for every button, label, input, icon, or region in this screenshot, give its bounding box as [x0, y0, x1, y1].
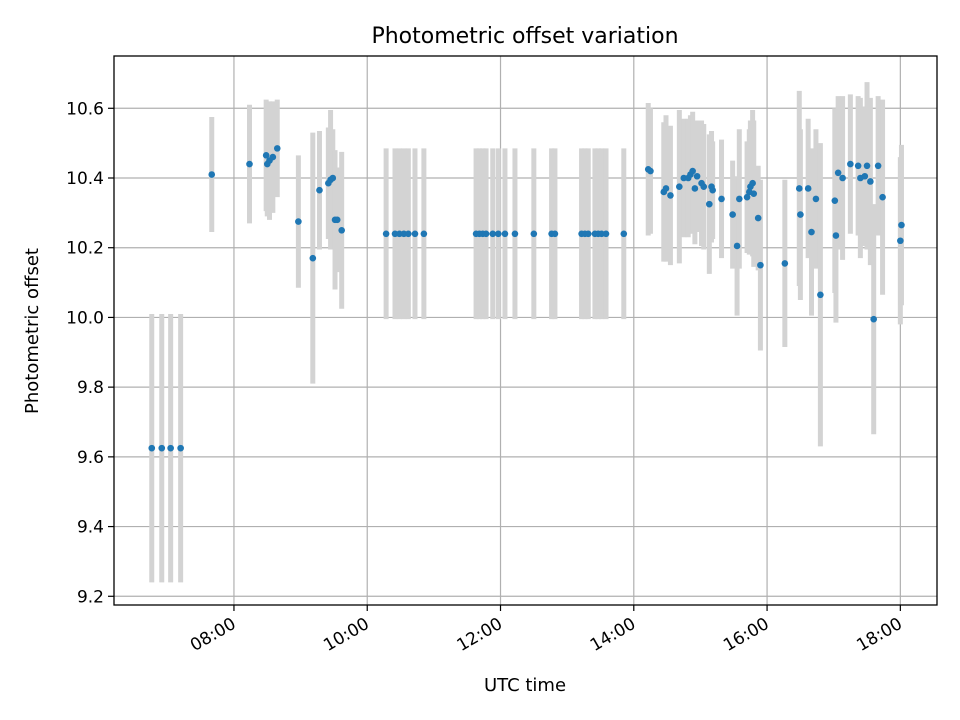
y-tick-label: 10.0	[66, 308, 104, 328]
x-tick-label: 14:00	[587, 614, 639, 656]
data-point	[333, 216, 341, 224]
data-point	[839, 174, 846, 182]
data-point	[647, 167, 654, 175]
data-point	[338, 226, 345, 234]
data-point	[736, 195, 743, 203]
data-point	[602, 230, 610, 238]
data-point	[743, 193, 751, 201]
data-point	[482, 230, 490, 238]
chart-title: Photometric offset variation	[371, 24, 678, 49]
x-tick-label: 10:00	[320, 614, 372, 656]
data-point	[411, 230, 419, 238]
data-point	[897, 237, 904, 245]
data-point	[530, 230, 538, 238]
data-point	[676, 183, 683, 191]
y-tick-label: 9.6	[77, 448, 104, 468]
data-point	[551, 230, 559, 238]
data-point	[847, 160, 854, 168]
x-tick-label: 12:00	[454, 614, 506, 656]
plot-frame	[113, 55, 938, 606]
x-tick-label: 08:00	[187, 614, 239, 656]
data-points	[148, 145, 905, 452]
data-point	[494, 230, 502, 238]
data-point	[749, 179, 756, 187]
x-axis-ticks: 08:00 10:00 12:00 14:00 16:00 18:00	[187, 605, 906, 656]
data-point	[295, 218, 302, 225]
data-point	[208, 171, 216, 178]
data-point	[177, 444, 184, 452]
data-point	[729, 211, 736, 218]
data-point	[148, 444, 156, 452]
data-point	[832, 232, 840, 239]
data-point	[700, 183, 708, 191]
data-point	[834, 169, 842, 177]
data-point	[269, 153, 277, 161]
data-point	[382, 230, 390, 238]
y-axis-label: Photometric offset	[22, 248, 43, 414]
data-point	[489, 230, 497, 238]
x-axis-label: UTC time	[484, 675, 566, 696]
data-point	[689, 167, 696, 175]
data-point	[733, 242, 741, 250]
data-point	[262, 152, 270, 159]
data-point	[329, 174, 337, 182]
data-point	[804, 185, 812, 192]
data-point	[691, 185, 699, 192]
data-point	[309, 254, 317, 262]
y-tick-label: 10.6	[66, 99, 104, 119]
data-point	[797, 211, 804, 218]
data-point	[754, 214, 762, 222]
x-tick-label: 18:00	[853, 614, 905, 656]
data-point	[795, 185, 803, 192]
data-point	[709, 186, 716, 194]
data-point	[246, 160, 253, 168]
data-point	[863, 162, 871, 170]
data-point	[167, 444, 174, 452]
data-point	[693, 172, 701, 180]
data-point	[316, 186, 323, 194]
data-point	[854, 162, 862, 170]
data-point	[584, 230, 592, 238]
y-tick-label: 9.2	[77, 587, 104, 607]
data-point	[501, 230, 509, 238]
data-point	[812, 195, 820, 203]
data-point	[273, 145, 281, 152]
data-point	[667, 192, 674, 199]
data-point	[781, 260, 789, 267]
data-point	[706, 200, 713, 208]
data-point	[817, 291, 824, 299]
data-point	[861, 172, 869, 180]
data-point	[808, 228, 815, 236]
x-tick-label: 16:00	[720, 614, 772, 656]
data-point	[874, 162, 882, 170]
data-point	[867, 178, 874, 185]
data-point	[620, 230, 628, 238]
data-point	[158, 444, 166, 452]
data-point	[662, 185, 670, 192]
data-point	[898, 221, 905, 229]
data-point	[757, 261, 764, 269]
y-tick-label: 10.2	[66, 239, 104, 259]
y-axis-ticks: 9.2 9.4 9.6 9.8 10.0 10.2 10.4 10.6	[66, 99, 114, 607]
data-point	[420, 230, 428, 238]
y-tick-label: 9.4	[77, 518, 104, 538]
data-point	[870, 315, 877, 323]
y-tick-label: 10.4	[66, 169, 104, 189]
data-point	[750, 190, 758, 197]
y-tick-label: 9.8	[77, 378, 104, 398]
data-point	[831, 197, 839, 204]
data-point	[511, 230, 519, 238]
data-point	[405, 230, 412, 238]
data-point	[879, 193, 886, 201]
data-point	[718, 195, 725, 203]
